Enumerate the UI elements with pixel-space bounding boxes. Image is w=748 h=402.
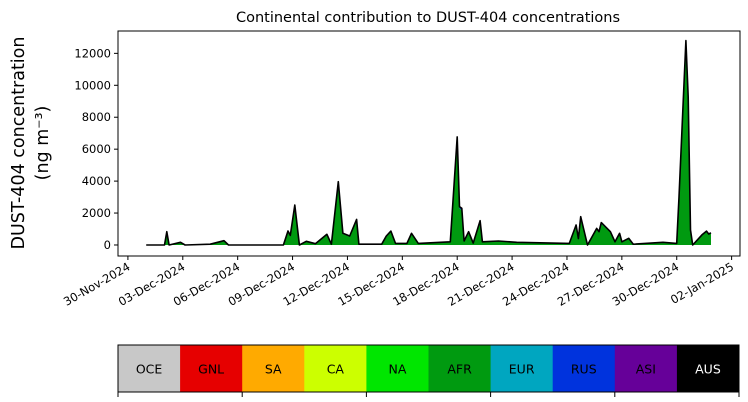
colorbar-swatch	[614, 345, 678, 392]
area-rus	[146, 40, 711, 245]
colorbar-label: AFR	[447, 362, 472, 377]
colorbar-legend: OCE GNL SA CA NA AFR EUR RUS ASI AUS	[117, 344, 740, 397]
colorbar-item-aus: AUS	[676, 345, 740, 392]
chart-title: Continental contribution to DUST-404 con…	[236, 10, 620, 26]
colorbar-label: GNL	[198, 362, 224, 377]
y-axis-label-line1: DUST-404 concentration	[9, 37, 29, 250]
colorbar-label: CA	[327, 362, 345, 377]
colorbar-swatch	[552, 345, 616, 392]
plot-frame	[117, 30, 741, 257]
colorbar-swatch	[180, 345, 243, 392]
y-tick-label: 0	[104, 238, 111, 252]
colorbar-swatch	[304, 345, 367, 392]
colorbar-item-na: NA	[366, 345, 429, 392]
colorbar-label: AUS	[695, 362, 721, 377]
y-axis-label-line2: (ng m⁻³)	[33, 106, 53, 181]
colorbar-label: ASI	[636, 362, 656, 377]
axes: 02000400060008000100001200030-Nov-202403…	[61, 46, 736, 308]
colorbar-label: EUR	[509, 362, 535, 377]
plot-areas	[146, 39, 712, 246]
y-tick-label: 4000	[82, 174, 111, 188]
y-tick-label: 12000	[74, 46, 111, 60]
colorbar-swatch	[242, 345, 305, 392]
y-tick-label: 2000	[82, 206, 111, 220]
colorbar-swatch	[118, 345, 181, 392]
colorbar-item-eur: EUR	[490, 345, 554, 392]
colorbar-swatch	[428, 345, 492, 392]
colorbar-label: OCE	[136, 362, 163, 377]
colorbar-frame	[117, 344, 740, 393]
colorbar-swatch	[490, 345, 554, 392]
y-tick-label: 6000	[82, 142, 111, 156]
total-line	[146, 39, 712, 246]
y-axis-label: DUST-404 concentration (ng m⁻³)	[9, 37, 53, 250]
colorbar-label: SA	[265, 362, 282, 377]
area-afr	[146, 50, 711, 245]
colorbar-item-sa: SA	[242, 345, 305, 392]
colorbar-swatch	[366, 345, 429, 392]
colorbar-item-ca: CA	[304, 345, 367, 392]
y-tick-label: 8000	[82, 110, 111, 124]
colorbar-item-rus: RUS	[552, 345, 616, 392]
colorbar-label: RUS	[571, 362, 597, 377]
colorbar-item-oce: OCE	[118, 345, 181, 392]
colorbar-item-gnl: GNL	[180, 345, 243, 392]
colorbar-swatch	[676, 345, 740, 392]
colorbar-item-asi: ASI	[614, 345, 678, 392]
y-tick-label: 10000	[74, 78, 111, 92]
colorbar-item-afr: AFR	[428, 345, 492, 392]
colorbar-label: NA	[388, 362, 406, 377]
